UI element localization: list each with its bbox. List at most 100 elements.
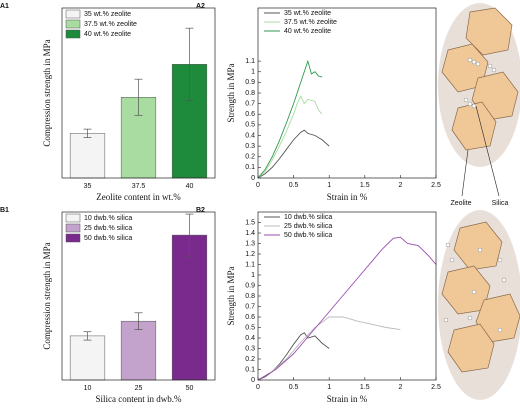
x-tick-label: 0 [256, 384, 260, 391]
x-axis-label: Strain in % [327, 192, 368, 202]
x-tick-label: 1 [327, 384, 331, 391]
y-tick-label: 0.3 [245, 143, 255, 150]
panel-label: B1 [0, 207, 9, 214]
panel-label: A1 [0, 3, 9, 10]
line [257, 332, 330, 381]
legend-swatch [65, 223, 81, 233]
y-tick-label: 0.5 [245, 122, 255, 129]
error-bar [185, 27, 194, 101]
x-axis-label: Zeolite content in wt.% [96, 192, 181, 202]
y-tick-label: 0.4 [245, 132, 255, 139]
y-tick-label: 0.6 [245, 314, 255, 321]
x-tick-label: 1.5 [360, 384, 370, 391]
y-tick-label: 1 [251, 272, 255, 279]
y-tick-label: 0.1 [245, 366, 255, 373]
y-tick-label: 0.4 [245, 335, 255, 342]
legend-label: 40 wt.% zeolite [284, 28, 331, 35]
y-tick-label: 0.3 [245, 345, 255, 352]
y-tick-label: 0.7 [245, 303, 255, 310]
legend-swatch [65, 233, 81, 243]
y-tick-label: 1.1 [245, 58, 255, 65]
y-tick-label: 0.2 [245, 154, 255, 161]
legend-swatch [65, 213, 81, 223]
bar [69, 133, 106, 179]
line [257, 59, 323, 179]
y-axis-label: Compression strength in MPa [42, 39, 52, 146]
bar [69, 335, 106, 381]
axes-frame [257, 211, 437, 381]
y-tick-label: 1.1 [245, 261, 255, 268]
x-axis-label: Silica content in dwb.% [96, 394, 182, 404]
illustration-label: Zeolite [450, 200, 471, 207]
illustration-label: Silica [492, 200, 509, 207]
legend-swatch [65, 19, 81, 29]
x-tick-label: 40 [186, 183, 194, 190]
x-tick-label: 0 [256, 182, 260, 189]
y-axis-label: Compression strength in MPa [42, 242, 52, 349]
y-tick-label: 1.5 [245, 219, 255, 226]
bar [120, 320, 157, 381]
legend-label: 25 dwb.% silica [84, 225, 132, 232]
y-tick-label: 1 [251, 69, 255, 76]
x-tick-label: 50 [186, 385, 194, 392]
y-tick-label: 1.4 [245, 230, 255, 237]
y-axis-label: Strength in MPa [226, 266, 236, 325]
legend-label: 25 dwb.% silica [284, 223, 332, 230]
error-bar [134, 312, 143, 330]
legend-label: 50 dwb.% silica [84, 235, 132, 242]
y-tick-label: 0 [251, 377, 255, 384]
panel-label: B2 [196, 207, 205, 214]
x-tick-label: 1.5 [360, 182, 370, 189]
x-tick-label: 2 [398, 384, 402, 391]
legend-label: 50 dwb.% silica [284, 232, 332, 239]
axes-frame [61, 7, 216, 179]
y-tick-label: 0 [251, 175, 255, 182]
line [257, 129, 330, 179]
line [257, 316, 401, 381]
error-bar [83, 331, 92, 341]
x-tick-label: 2.5 [431, 182, 441, 189]
x-axis-label: Strain in % [327, 394, 368, 404]
legend-swatch [65, 29, 81, 39]
x-tick-label: 10 [84, 385, 92, 392]
y-tick-label: 0.8 [245, 90, 255, 97]
axes-frame [257, 7, 437, 179]
y-tick-label: 0.8 [245, 293, 255, 300]
x-tick-label: 1 [327, 182, 331, 189]
y-axis-label: Strength in MPa [226, 63, 236, 122]
legend-label: 40 wt.% zeolite [84, 31, 131, 38]
legend-label: 37.5 wt.% zeolite [284, 19, 337, 26]
line [257, 236, 437, 381]
legend-label: 37.5 wt.% zeolite [84, 21, 137, 28]
legend-label: 35 wt.% zeolite [284, 10, 331, 17]
x-tick-label: 37.5 [132, 183, 146, 190]
error-bar [134, 78, 143, 116]
legend-label: 10 dwb.% silica [284, 214, 332, 221]
y-tick-label: 0.9 [245, 79, 255, 86]
legend-label: 35 wt.% zeolite [84, 11, 131, 18]
y-tick-label: 0.7 [245, 100, 255, 107]
error-bar [185, 213, 194, 257]
y-tick-label: 0.2 [245, 356, 255, 363]
x-tick-label: 2.5 [431, 384, 441, 391]
y-tick-label: 0.6 [245, 111, 255, 118]
y-tick-label: 1.2 [245, 251, 255, 258]
error-bar [83, 128, 92, 138]
axes-frame [61, 211, 216, 381]
panel-label: A2 [196, 3, 205, 10]
x-tick-label: 2 [398, 182, 402, 189]
x-tick-label: 0.5 [289, 384, 299, 391]
x-tick-label: 0.5 [289, 182, 299, 189]
y-tick-label: 0.9 [245, 282, 255, 289]
y-tick-label: 0.1 [245, 164, 255, 171]
x-tick-label: 35 [84, 183, 92, 190]
x-tick-label: 25 [135, 385, 143, 392]
y-tick-label: 0.5 [245, 324, 255, 331]
bar [171, 234, 208, 381]
illustration: Zeolite Silica [438, 3, 520, 400]
legend-swatch [65, 9, 81, 19]
legend-label: 10 dwb.% silica [84, 215, 132, 222]
y-tick-label: 1.3 [245, 240, 255, 247]
line [257, 95, 323, 179]
